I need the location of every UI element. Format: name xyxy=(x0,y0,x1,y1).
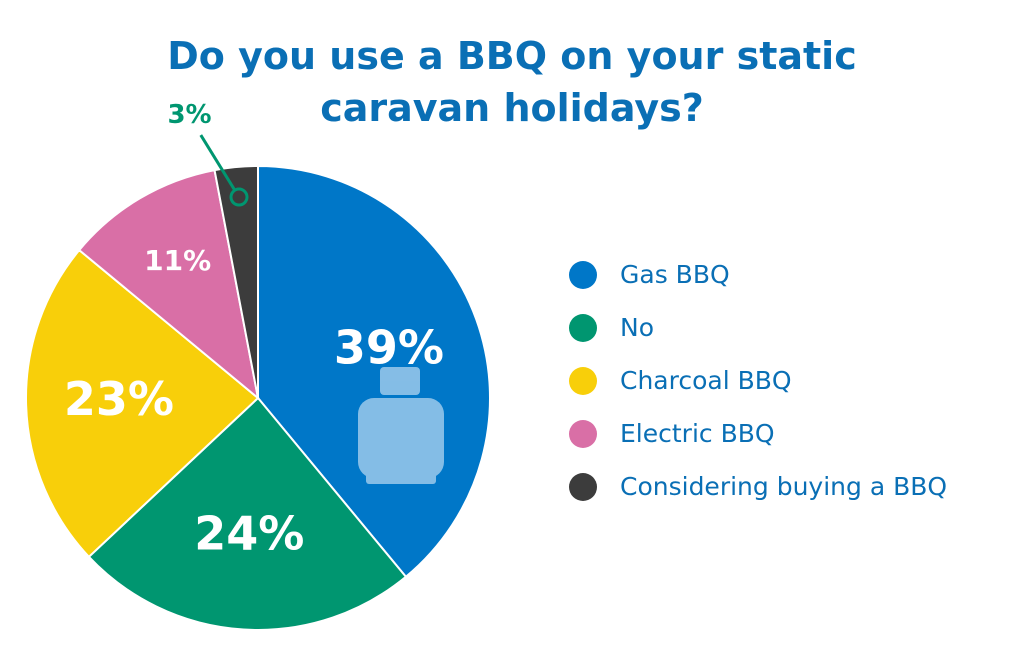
pie-slice xyxy=(77,168,260,401)
gas-bottle-icon xyxy=(358,367,444,484)
legend-label: Gas BBQ xyxy=(620,260,730,289)
leader-dot xyxy=(229,187,249,207)
legend-label: Charcoal BBQ xyxy=(620,366,792,395)
data-label: 11% xyxy=(144,244,211,277)
legend-marker xyxy=(569,261,597,289)
legend-marker xyxy=(569,314,597,342)
legend-marker xyxy=(569,367,597,395)
legend-marker xyxy=(569,473,597,501)
legend-label: Considering buying a BBQ xyxy=(620,472,947,501)
legend-label: No xyxy=(620,313,654,342)
data-label: 24% xyxy=(194,506,304,560)
data-label: 39% xyxy=(334,320,444,374)
legend-label: Electric BBQ xyxy=(620,419,775,448)
pie-slice xyxy=(87,396,408,631)
pie-slice xyxy=(25,248,260,559)
pie-slice xyxy=(213,164,259,399)
chart-title: Do you use a BBQ on your static caravan … xyxy=(167,34,857,130)
legend-marker xyxy=(569,420,597,448)
data-label: 23% xyxy=(64,372,174,426)
data-label: 3% xyxy=(167,100,211,130)
leader-line xyxy=(199,134,241,198)
